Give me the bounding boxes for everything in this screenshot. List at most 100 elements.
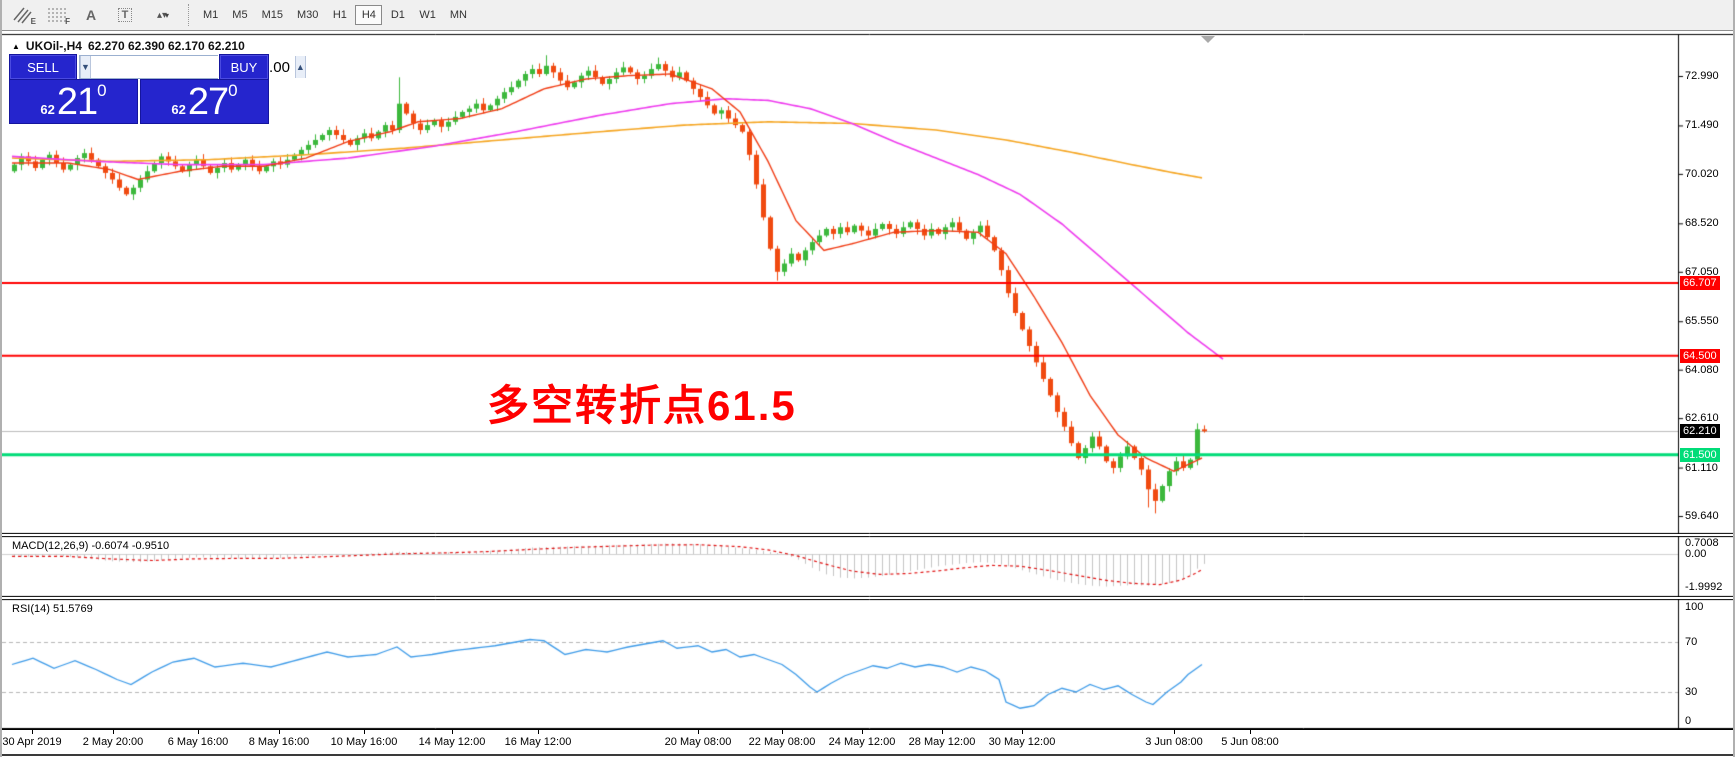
time-tick: [113, 730, 114, 734]
timeframe-button-mn[interactable]: MN: [449, 9, 467, 21]
draw-lines-icon: [13, 7, 32, 24]
time-tick: [364, 730, 365, 734]
rsi-panel: RSI(14) 51.5769 100 70 30 0: [2, 599, 1733, 729]
macd-label: MACD(12,26,9) -0.6074 -0.9510: [12, 540, 170, 552]
time-axis-label: 30 Apr 2019: [2, 736, 62, 748]
price-tick-label: 64.080: [1685, 363, 1719, 376]
chart-annotation-text[interactable]: 多空转折点61.5: [487, 382, 797, 429]
chart-title: ▲ UKOil-,H4 62.270 62.390 62.170 62.210: [12, 39, 245, 53]
arrows-tool-button[interactable]: ▴▾ ▾: [144, 3, 182, 27]
time-axis-label: 3 Jun 08:00: [1145, 736, 1203, 748]
time-axis-label: 14 May 12:00: [418, 736, 486, 748]
time-axis-label: 10 May 16:00: [330, 736, 398, 748]
time-axis-label: 16 May 12:00: [504, 736, 572, 748]
time-axis-label: 6 May 16:00: [167, 736, 229, 748]
time-axis-label: 28 May 12:00: [908, 736, 976, 748]
volume-spinner: ▼ ▲: [79, 55, 306, 79]
time-tick: [1174, 730, 1175, 734]
rsi-axis-label: 0: [1685, 715, 1692, 727]
window-bottom-edge: [2, 754, 1733, 756]
candlestick-chart-canvas[interactable]: [2, 31, 1733, 534]
arrows-icon: ▴▾: [156, 9, 168, 21]
timeframe-button-m30[interactable]: M30: [296, 9, 319, 21]
macd-axis[interactable]: 0.7008 0.00 -1.9992: [1679, 536, 1733, 597]
price-tick-label: 72.990: [1685, 70, 1719, 82]
buy-price-button[interactable]: 62 27 0: [141, 80, 268, 123]
time-axis-label: 20 May 08:00: [664, 736, 732, 748]
buy-price-prefix: 62: [171, 102, 186, 117]
chart-title-ohlc: 62.270 62.390 62.170 62.210: [87, 39, 245, 53]
support-line-price-label: 61.500: [1680, 447, 1720, 462]
time-tick: [452, 730, 453, 734]
time-tick: [198, 730, 199, 734]
sell-price-button[interactable]: 62 21 0: [10, 80, 137, 123]
rsi-axis-label: 30: [1685, 686, 1698, 698]
time-axis-label: 8 May 16:00: [248, 736, 310, 748]
chevron-down-icon: ▾: [165, 10, 170, 20]
sell-button[interactable]: SELL: [10, 55, 76, 79]
time-tick: [538, 730, 539, 734]
fibonacci-grid-icon: [48, 8, 66, 22]
main-chart-window: ▲ UKOil-,H4 62.270 62.390 62.170 62.210 …: [2, 31, 1733, 534]
text-a-icon: A: [85, 7, 97, 23]
rsi-canvas[interactable]: [2, 599, 1733, 729]
time-tick: [698, 730, 699, 734]
time-tick: [942, 730, 943, 734]
timeframe-button-d1[interactable]: D1: [390, 9, 405, 21]
rsi-axis-label: 100: [1685, 601, 1704, 613]
time-tick: [1022, 730, 1023, 734]
volume-increase-button[interactable]: ▲: [294, 56, 306, 78]
buy-button[interactable]: BUY: [220, 55, 268, 79]
bid-price-price-label: 62.210: [1680, 424, 1720, 439]
toolbar-separator: [188, 4, 189, 26]
text-label-tool-button[interactable]: T: [110, 3, 140, 27]
timeframe-button-w1[interactable]: W1: [419, 9, 436, 21]
time-axis[interactable]: 30 Apr 2019 2 May 20:00 6 May 16:00 8 May 1…: [2, 729, 1733, 757]
chart-shift-marker-icon[interactable]: [1201, 36, 1215, 43]
time-tick: [782, 730, 783, 734]
price-axis[interactable]: 72.990 71.490 70.020 68.520 67.050 65.550 64.0…: [1679, 31, 1733, 534]
price-tick-label: 71.490: [1685, 119, 1719, 132]
price-tick-label: 67.050: [1685, 265, 1719, 278]
chart-title-symbol: UKOil-,H4: [25, 39, 82, 53]
timeframe-button-m15[interactable]: M15: [261, 9, 283, 21]
drawing-tools-group: E F A T ▴▾ ▾: [2, 3, 182, 27]
time-axis-label: 2 May 20:00: [82, 736, 144, 748]
macd-canvas[interactable]: [2, 536, 1733, 597]
timeframe-button-m1[interactable]: M1: [203, 9, 219, 21]
rsi-label: RSI(14) 51.5769: [12, 603, 93, 615]
timeframe-button-h4[interactable]: H4: [355, 5, 383, 25]
rsi-axis[interactable]: 100 70 30 0: [1679, 599, 1733, 729]
time-axis-label: 24 May 12:00: [828, 736, 896, 748]
timeframe-button-m5[interactable]: M5: [232, 9, 248, 21]
macd-axis-label: 0.00: [1685, 548, 1707, 560]
sell-price-sup: 0: [97, 81, 107, 100]
time-tick: [862, 730, 863, 734]
price-tick-label: 68.520: [1685, 217, 1719, 230]
sell-price-big: 21: [56, 81, 98, 123]
price-tick-label: 70.020: [1685, 167, 1719, 180]
text-label-icon: T: [117, 8, 133, 22]
fibonacci-tool-button[interactable]: F: [42, 3, 72, 27]
price-tick-label: 62.610: [1685, 412, 1719, 425]
time-axis-label: 5 Jun 08:00: [1221, 736, 1279, 748]
resistance-line-price-label: 64.500: [1680, 348, 1720, 363]
text-tool-button[interactable]: A: [76, 3, 106, 27]
macd-axis-label: -1.9992: [1685, 580, 1723, 593]
macd-axis-label: 0.7008: [1685, 536, 1719, 549]
sell-price-prefix: 62: [40, 102, 55, 117]
volume-decrease-button[interactable]: ▼: [80, 56, 91, 78]
timeframe-buttons-group: M1 M5 M15 M30 H1 H4 D1 W1 MN: [197, 5, 473, 25]
time-tick: [32, 730, 33, 734]
price-tick-label: 59.640: [1685, 510, 1719, 523]
timeframe-button-h1[interactable]: H1: [332, 9, 347, 21]
time-tick: [279, 730, 280, 734]
time-axis-label: 22 May 08:00: [748, 736, 816, 748]
draw-lines-tool-button[interactable]: E: [8, 3, 38, 27]
time-axis-label: 30 May 12:00: [988, 736, 1056, 748]
collapse-triangle-icon[interactable]: ▲: [12, 41, 20, 51]
buy-price-sup: 0: [228, 81, 238, 100]
macd-panel: MACD(12,26,9) -0.6074 -0.9510 0.7008 0.00…: [2, 536, 1733, 597]
